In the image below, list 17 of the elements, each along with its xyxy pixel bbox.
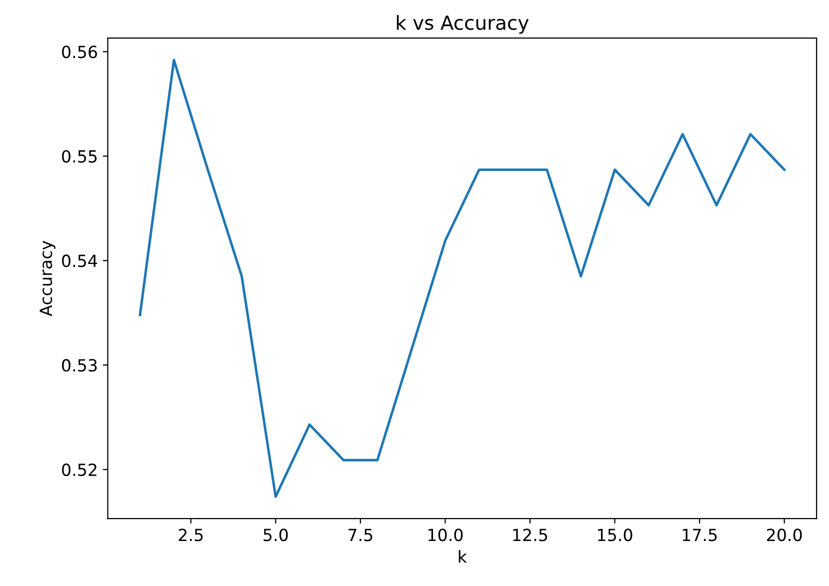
y-axis-title: Accuracy [40, 240, 56, 316]
x-tick-label: 10.0 [428, 528, 463, 542]
line-series [138, 58, 786, 498]
x-tick-label: 12.5 [513, 528, 548, 542]
x-tick-label: 15.0 [598, 528, 632, 542]
y-tick-label: 0.54 [62, 254, 98, 268]
x-tick-label: 7.5 [348, 528, 372, 542]
x-tick-label: 17.5 [682, 528, 717, 542]
x-tick-label: 20.0 [767, 528, 802, 542]
y-tick-label: 0.55 [62, 150, 97, 163]
y-tick-label: 0.52 [62, 463, 96, 476]
y-tick-label: 0.53 [62, 359, 97, 372]
y-tick-label: 0.56 [62, 46, 97, 58]
x-axis-title: k [458, 550, 467, 563]
chart-title: k vs Accuracy [396, 14, 529, 34]
x-tick-label: 5.0 [264, 528, 288, 542]
x-tick-label: 2.5 [178, 528, 203, 542]
